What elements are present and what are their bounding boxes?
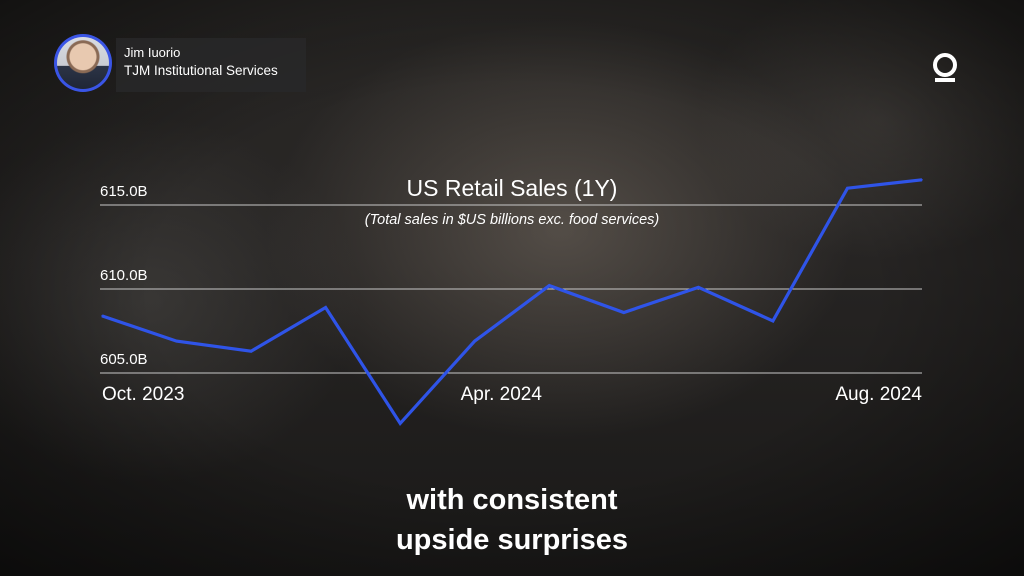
caption-line-2: upside surprises [395,524,629,556]
y-tick-label: 610.0B [100,267,148,284]
x-tick-label: Aug. 2024 [835,384,922,405]
data-point [324,306,327,309]
data-point [623,311,625,314]
x-tick-label: Apr. 2024 [461,384,543,405]
sales-line [101,178,923,427]
y-tick-labels: 605.0B 610.0B 615.0B [100,183,148,368]
data-point [697,286,700,289]
data-point [101,315,103,317]
data-point [473,340,476,342]
data-point [772,320,774,322]
chart-subtitle: (Total sales in $US billions exc. food s… [365,212,659,228]
speaker-organization: TJM Institutional Services [124,63,278,78]
chart-title: US Retail Sales (1Y) [407,175,618,201]
caption-line-1: with consistent [406,484,618,516]
sales-series [101,178,923,427]
speaker-lower-third: Jim Iuorio TJM Institutional Services [54,34,306,92]
data-point [399,422,401,425]
data-point [548,284,551,287]
speaker-name-box: Jim Iuorio TJM Institutional Services [116,38,306,92]
y-tick-label: 615.0B [100,183,148,200]
data-point [921,179,923,181]
data-point [250,350,252,352]
x-tick-labels: Oct. 2023 Apr. 2024 Aug. 2024 [102,384,922,405]
x-tick-label: Oct. 2023 [102,384,184,405]
y-tick-label: 605.0B [100,351,148,368]
data-point [846,187,849,189]
chart-gridlines [100,204,922,374]
data-point [175,340,178,342]
q-brand-logo-icon [932,52,960,91]
speaker-photo [57,37,109,89]
caption: with consistent upside surprises [0,480,1024,560]
speaker-avatar [54,34,112,92]
speaker-name: Jim Iuorio [124,45,181,60]
